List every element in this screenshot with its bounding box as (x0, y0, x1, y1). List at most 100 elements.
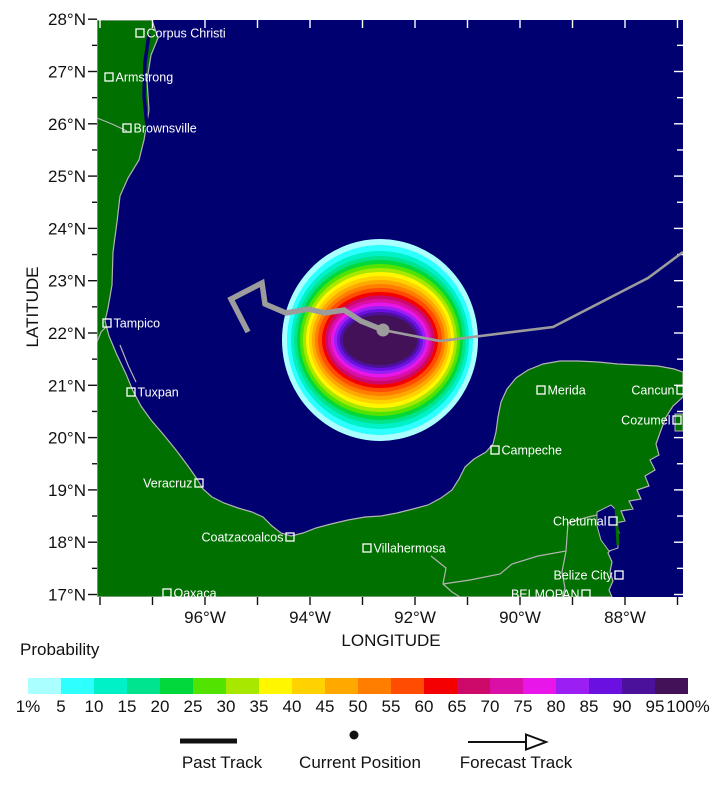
city-label: Cozumel (621, 414, 670, 428)
city-label: Villahermosa (374, 542, 446, 556)
coastal-lagoon (142, 33, 152, 149)
colorbar-segment (160, 678, 193, 694)
colorbar-tick-label: 1% (16, 697, 41, 716)
city-marker-icon (536, 385, 546, 395)
colorbar-segment (457, 678, 490, 694)
lat-label-22: 22°N (48, 324, 86, 343)
lat-label-26: 26°N (48, 115, 86, 134)
mexico-belize-border (442, 514, 598, 585)
city-label: Tuxpan (138, 386, 179, 400)
colorbar-segment (391, 678, 424, 694)
lat-label-23: 23°N (48, 272, 86, 291)
city-marker-icon (608, 516, 618, 526)
colorbar-segment (94, 678, 127, 694)
rio-grande (97, 117, 128, 132)
probability-scale-title: Probability (20, 640, 100, 659)
city-marker-icon (122, 123, 132, 133)
colorbar-tick-label: 35 (250, 697, 269, 716)
colorbar-tick-label: 40 (283, 697, 302, 716)
colorbar-segment (259, 678, 292, 694)
colorbar-tick-label: 85 (580, 697, 599, 716)
city-markers: Corpus Christi Armstrong Brownsville Tampic… (102, 27, 683, 602)
city-label: BELMOPAN (511, 588, 580, 602)
colorbar-tick-label: 80 (547, 697, 566, 716)
colorbar-segment (424, 678, 457, 694)
forecast-arrowhead-icon (525, 733, 549, 751)
city-marker-icon (194, 478, 204, 488)
city-marker-icon (676, 385, 683, 395)
city-marker-icon (285, 532, 295, 542)
forecast-track-legend-label: Forecast Track (460, 753, 573, 772)
colorbar-segment (226, 678, 259, 694)
colorbar-segment (622, 678, 655, 694)
tamiahua-lagoon-outline (119, 344, 137, 383)
lat-label-21: 21°N (48, 376, 86, 395)
city-label: Campeche (502, 444, 562, 458)
city-label: Corpus Christi (147, 27, 226, 41)
probability-colorbar (28, 678, 688, 694)
city-marker-icon (102, 318, 112, 328)
past-track-line (227, 278, 385, 334)
city-label: Oaxaca (174, 587, 217, 601)
probability-bullseye (282, 239, 478, 441)
ambergris-caye (614, 506, 620, 546)
storm-track (227, 250, 683, 343)
city-marker-icon (104, 72, 114, 82)
colorbar-tick-label: 100% (666, 697, 709, 716)
city-label: Merida (548, 384, 586, 398)
colorbar-segment (523, 678, 556, 694)
lat-label-18: 18°N (48, 533, 86, 552)
city-marker-icon (490, 445, 500, 455)
colorbar-tick-label: 95 (646, 697, 665, 716)
probability-ring-95 (343, 315, 417, 365)
lon-label-90: 90°W (499, 608, 541, 627)
city-label: Belize City (553, 569, 613, 583)
lat-label-19: 19°N (48, 481, 86, 500)
city-label: Chetumal (553, 515, 607, 529)
city-marker-icon (162, 588, 172, 597)
colorbar-segment (193, 678, 226, 694)
city-label: Armstrong (116, 71, 174, 85)
lon-label-88: 88°W (604, 608, 646, 627)
city-marker-icon (126, 387, 136, 397)
track-legend: Past Track Current Position Forecast Tra… (180, 730, 573, 772)
belize-guatemala-border (561, 550, 567, 597)
colorbar-segment (28, 678, 61, 694)
colorbar-tick-label: 60 (415, 697, 434, 716)
probability-colorbar-labels: 1% 5 10 15 20 25 30 35 40 45 50 55 60 65 70 75 80 85 90 95 1… (16, 697, 710, 716)
colorbar-segment (589, 678, 622, 694)
colorbar-tick-label: 5 (56, 697, 65, 716)
map-area: Corpus Christi Armstrong Brownsville Tampic… (97, 20, 683, 602)
panuco-river (97, 326, 107, 343)
colorbar-segment (490, 678, 523, 694)
city-marker-icon (362, 543, 372, 553)
colorbar-tick-label: 90 (613, 697, 632, 716)
city-label: Coatzacoalcos (202, 531, 284, 545)
colorbar-segment (325, 678, 358, 694)
lat-label-27: 27°N (48, 63, 86, 82)
colorbar-segment (127, 678, 160, 694)
city-label: Tampico (114, 317, 161, 331)
current-position-dot (376, 323, 390, 337)
colorbar-tick-label: 45 (316, 697, 335, 716)
colorbar-tick-label: 10 (85, 697, 104, 716)
colorbar-tick-label: 15 (118, 697, 137, 716)
forecast-track-line (382, 250, 683, 343)
latitude-axis-title: LATITUDE (23, 267, 42, 348)
colorbar-segment (292, 678, 325, 694)
longitude-tick-labels: 96°W 94°W 92°W 90°W 88°W (184, 608, 646, 627)
past-track-legend-label: Past Track (182, 753, 263, 772)
lat-label-20: 20°N (48, 429, 86, 448)
city-marker-icon (581, 589, 591, 597)
lat-label-28: 28°N (48, 10, 86, 29)
colorbar-segment (358, 678, 391, 694)
colorbar-tick-label: 25 (184, 697, 203, 716)
lon-label-92: 92°W (394, 608, 436, 627)
latitude-tick-labels: 28°N 27°N 26°N 25°N 24°N 23°N 22°N 21°N 20°N 19°N… (48, 10, 86, 604)
colorbar-segment (61, 678, 94, 694)
city-label: Cancun (631, 384, 674, 398)
land-mass (97, 20, 683, 597)
city-marker-icon (614, 570, 624, 580)
